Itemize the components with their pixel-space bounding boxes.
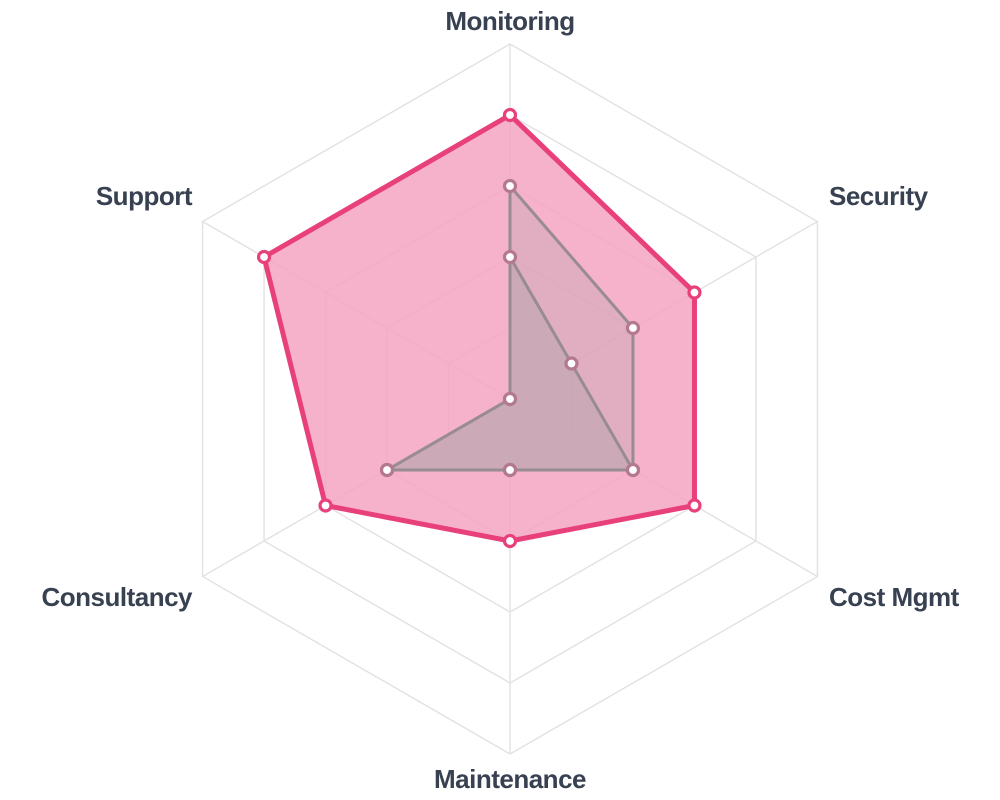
series-2-point-support — [502, 391, 518, 407]
series-1-point-monitoring — [502, 249, 518, 265]
axis-label-security: Security — [829, 181, 929, 211]
series-2-point-security — [625, 320, 641, 336]
axis-label-support: Support — [96, 181, 193, 211]
axis-labels: Monitoring Security Cost Mgmt Maintenanc… — [41, 6, 960, 794]
series-2-point-cost-mgmt — [625, 462, 641, 478]
series-3-point-security — [687, 285, 702, 300]
series-2-point-maintenance — [502, 462, 518, 478]
series-1-point-security — [564, 356, 579, 371]
axis-label-consultancy: Consultancy — [41, 582, 193, 612]
series-3-point-cost-mgmt — [687, 498, 702, 513]
series-3-point-consultancy — [318, 498, 333, 513]
axis-label-cost-mgmt: Cost Mgmt — [829, 582, 960, 612]
series-3-point-support — [256, 249, 272, 265]
data-points — [256, 107, 702, 549]
series-3-point-maintenance — [502, 533, 518, 549]
axis-label-maintenance: Maintenance — [434, 764, 586, 794]
series-2-point-consultancy — [379, 462, 395, 478]
series-2-point-monitoring — [502, 178, 518, 194]
axis-label-monitoring: Monitoring — [445, 6, 574, 36]
series-3-point-monitoring — [502, 107, 518, 123]
